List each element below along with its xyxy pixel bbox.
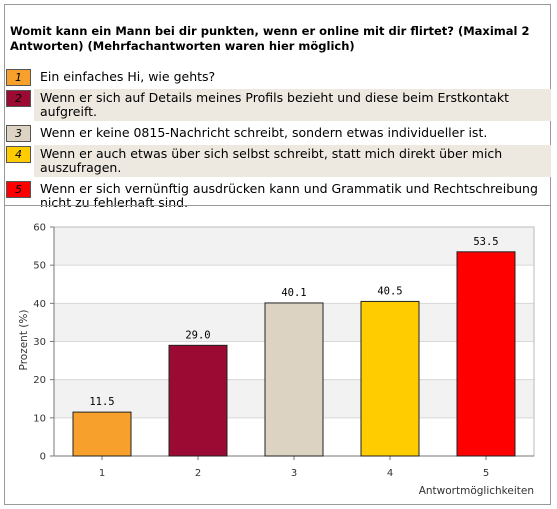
x-tick-label-3: 3 bbox=[291, 468, 297, 479]
legend-label-5: Wenn er sich vernünftig ausdrücken kann … bbox=[40, 181, 538, 210]
bar-3 bbox=[264, 302, 324, 457]
legend-label-4: Wenn er auch etwas über sich selbst schr… bbox=[34, 145, 551, 177]
legend-label-3: Wenn er keine 0815-Nachricht schreibt, s… bbox=[40, 125, 488, 140]
value-label-3: 40.1 bbox=[281, 287, 306, 299]
y-tick-label: 20 bbox=[33, 375, 46, 386]
legend-item-3: 3 Wenn er keine 0815-Nachricht schreibt,… bbox=[6, 124, 551, 142]
x-tick-label-2: 2 bbox=[195, 468, 201, 479]
grid-band bbox=[54, 227, 534, 266]
y-axis-label: Prozent (%) bbox=[18, 310, 30, 371]
bar-layer: 11.5 29.0 40.1 40.5 53.5 bbox=[72, 236, 516, 457]
legend-item-5: 5 Wenn er sich vernünftig ausdrücken kan… bbox=[6, 180, 551, 212]
bar-2 bbox=[168, 344, 228, 457]
value-label-1: 11.5 bbox=[89, 396, 114, 408]
legend-item-1: 1 Ein einfaches Hi, wie gehts? bbox=[6, 68, 551, 86]
legend-swatch-3: 3 bbox=[6, 125, 31, 142]
legend-item-2: 2 Wenn er sich auf Details meines Profil… bbox=[6, 89, 551, 121]
value-label-2: 29.0 bbox=[185, 329, 210, 341]
legend-swatch-2: 2 bbox=[6, 90, 31, 107]
legend-swatch-5: 5 bbox=[6, 181, 31, 198]
legend-item-4: 4 Wenn er auch etwas über sich selbst sc… bbox=[6, 145, 551, 177]
value-label-4: 40.5 bbox=[377, 285, 402, 297]
x-tick-label-1: 1 bbox=[99, 468, 105, 479]
legend-label-1: Ein einfaches Hi, wie gehts? bbox=[40, 69, 216, 84]
legend-swatch-1: 1 bbox=[6, 69, 31, 86]
y-tick-label: 10 bbox=[33, 413, 46, 424]
section-divider bbox=[4, 205, 551, 206]
x-tick-label-5: 5 bbox=[483, 468, 489, 479]
legend-swatch-4: 4 bbox=[6, 146, 31, 163]
legend-label-2: Wenn er sich auf Details meines Profils … bbox=[34, 89, 551, 121]
x-axis-label: Antwortmöglichkeiten bbox=[419, 485, 534, 497]
bar-4 bbox=[360, 300, 420, 457]
y-tick-label: 0 bbox=[40, 452, 46, 463]
chart-frame bbox=[4, 4, 551, 505]
grid-band bbox=[54, 265, 534, 304]
y-tick-label: 30 bbox=[33, 337, 46, 348]
y-tick-label: 40 bbox=[33, 299, 46, 310]
y-tick-label: 50 bbox=[33, 261, 46, 272]
value-label-5: 53.5 bbox=[473, 236, 498, 248]
bar-1 bbox=[72, 411, 132, 457]
bar-5 bbox=[456, 251, 516, 457]
question-title: Womit kann ein Mann bei dir punkten, wen… bbox=[10, 24, 530, 53]
x-tick-label-4: 4 bbox=[387, 468, 393, 479]
y-tick-label: 60 bbox=[33, 223, 46, 234]
legend: 1 Ein einfaches Hi, wie gehts? 2 Wenn er… bbox=[6, 68, 551, 215]
